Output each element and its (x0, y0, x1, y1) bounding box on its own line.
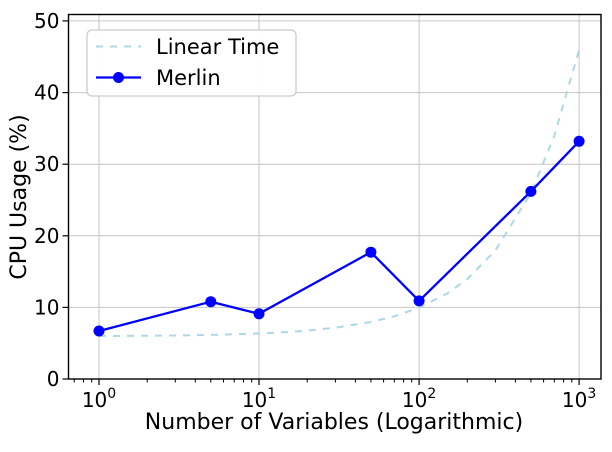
legend-label-linear-time: Linear Time (156, 35, 279, 59)
merlin-marker (253, 308, 265, 320)
x-tick-label: 101 (242, 386, 276, 412)
merlin-marker (573, 135, 585, 147)
merlin-marker (413, 295, 425, 307)
legend-entry-merlin: Merlin (96, 66, 221, 90)
merlin-marker-sample (113, 72, 124, 83)
x-tick-label: 100 (82, 386, 116, 412)
y-tick-label: 40 (34, 81, 59, 105)
series-layer (93, 49, 585, 337)
merlin-marker (525, 185, 537, 197)
x-tick-label: 103 (562, 386, 596, 412)
linear-time-line (98, 49, 581, 337)
x-tick-label: 102 (402, 386, 436, 412)
legend-label-merlin: Merlin (156, 66, 221, 90)
y-axis-label: CPU Usage (%) (7, 114, 32, 279)
merlin-marker (93, 325, 105, 337)
plot-border (67, 13, 602, 380)
axes-layer: 100 101 102 103 0 10 20 30 40 50 (34, 9, 602, 412)
y-tick-label: 20 (34, 224, 59, 248)
y-tick-label: 30 (34, 152, 59, 176)
legend-entry-linear-time: Linear Time (96, 35, 279, 59)
legend: Linear Time Merlin (86, 29, 297, 97)
y-tick-label: 10 (34, 295, 59, 319)
merlin-marker (205, 296, 217, 308)
y-tick-label: 50 (34, 9, 59, 33)
x-axis-label: Number of Variables (Logarithmic) (145, 410, 523, 435)
y-tick-label: 0 (47, 367, 60, 391)
merlin-marker (365, 246, 377, 258)
